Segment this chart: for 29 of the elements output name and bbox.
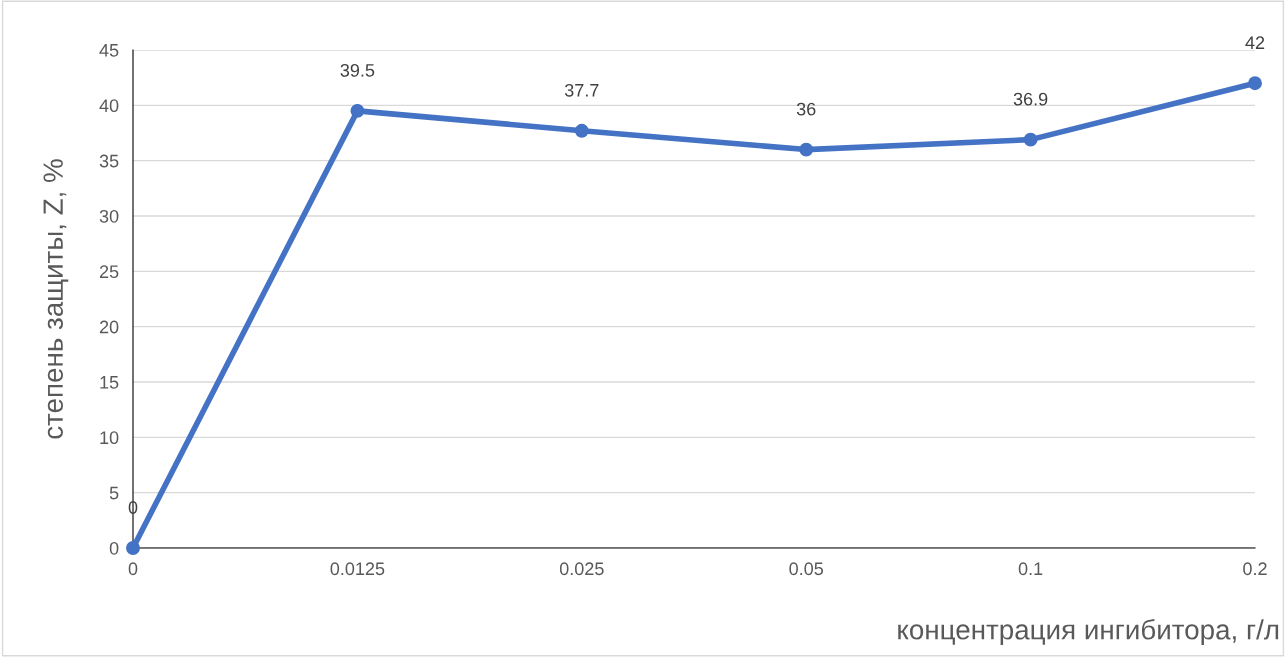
- y-axis-title: степень защиты, Z, %: [43, 159, 69, 439]
- point: [350, 103, 365, 118]
- x-tick-label: 0.2: [1243, 562, 1267, 576]
- y-tick-label: 25: [99, 265, 119, 279]
- y-tick-label: 35: [99, 154, 119, 168]
- data-label: 39.5: [340, 63, 375, 77]
- point: [574, 123, 589, 138]
- data-label: 37.7: [564, 83, 599, 97]
- y-tick-label: 15: [100, 376, 119, 389]
- x-tick-label: 0.025: [559, 562, 604, 576]
- x-axis-title: концентрация ингибитора, г/л: [898, 618, 1279, 646]
- y-tick-label: 40: [99, 99, 119, 113]
- point: [799, 142, 814, 157]
- y-tick-label: 30: [99, 209, 119, 223]
- point: [1248, 76, 1262, 91]
- y-tick-label: 20: [99, 320, 119, 334]
- y-tick-label: 0: [109, 541, 119, 555]
- y-tick-label: 10: [100, 431, 119, 445]
- y-tick-label: 5: [109, 486, 119, 500]
- x-tick-label: 0.1: [1018, 562, 1043, 576]
- data-label: 42: [1245, 36, 1265, 49]
- x-tick-label: 0.05: [789, 562, 824, 576]
- data-label: 36.9: [1013, 92, 1048, 106]
- x-tick-label: 0.0125: [330, 562, 385, 576]
- data-label: 36: [796, 102, 816, 116]
- point: [126, 541, 140, 555]
- y-tick-label: 45: [99, 44, 119, 57]
- point: [1023, 132, 1038, 147]
- x-tick-label: 0: [128, 562, 138, 576]
